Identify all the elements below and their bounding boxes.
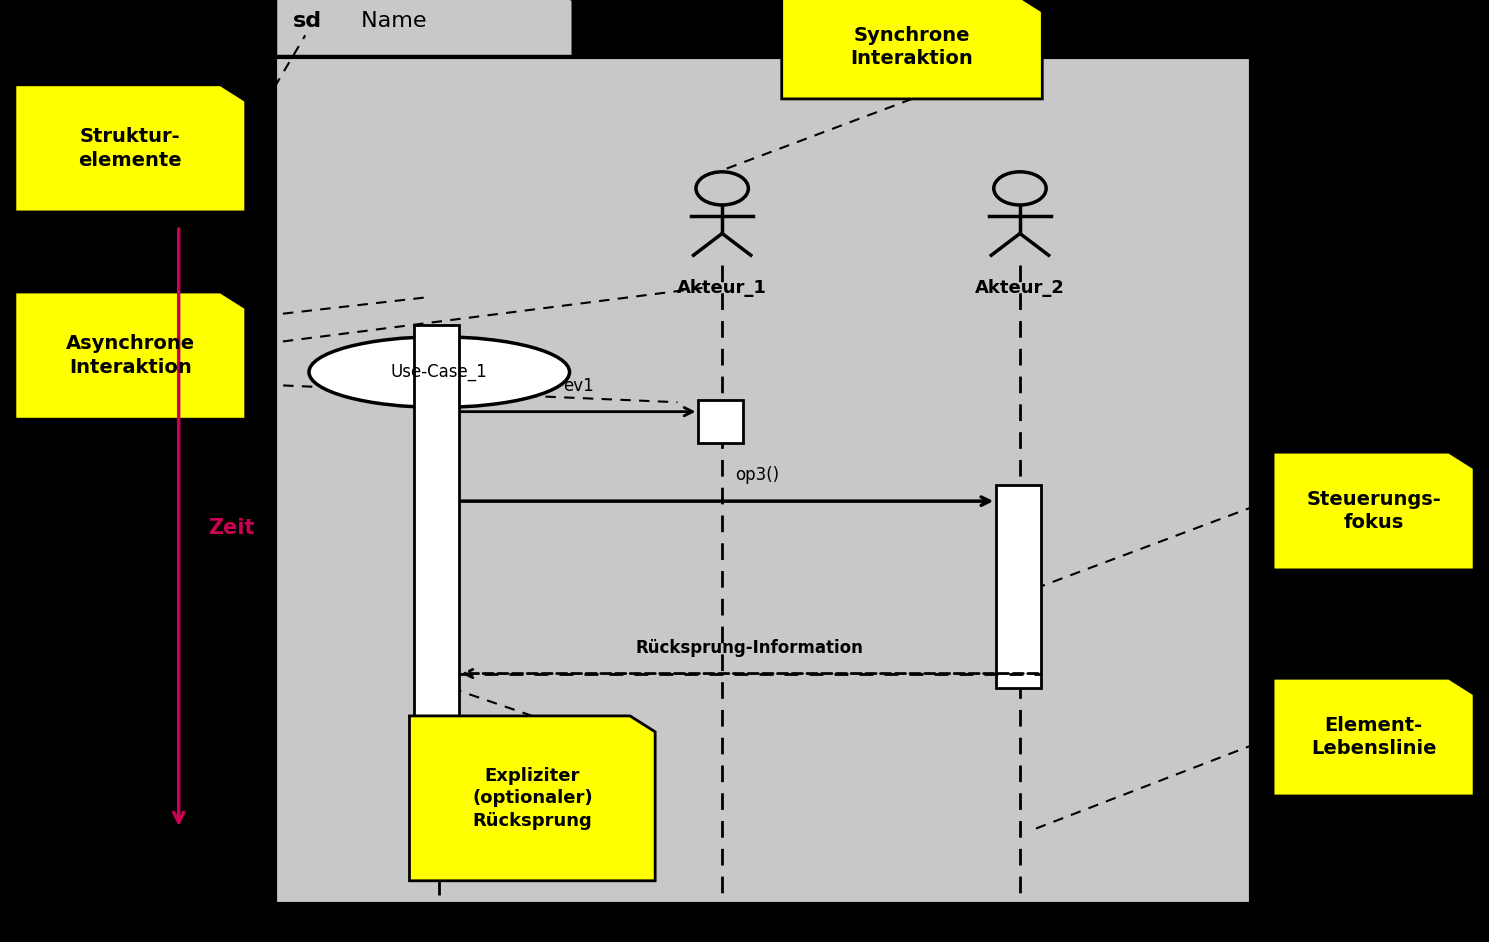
Text: Expliziter
(optionaler)
Rücksprung: Expliziter (optionaler) Rücksprung <box>472 767 593 830</box>
Polygon shape <box>1273 452 1474 570</box>
Text: Synchrone
Interaktion: Synchrone Interaktion <box>850 25 974 69</box>
Text: Use-Case_1: Use-Case_1 <box>392 363 487 382</box>
Bar <box>275 57 1251 904</box>
Text: sd: sd <box>293 11 323 31</box>
Ellipse shape <box>310 337 569 408</box>
Bar <box>996 485 1041 688</box>
Text: Akteur_2: Akteur_2 <box>975 279 1065 297</box>
Polygon shape <box>15 292 246 419</box>
Text: Rücksprung-Information: Rücksprung-Information <box>636 639 864 657</box>
Text: Asynchrone
Interaktion: Asynchrone Interaktion <box>66 334 195 377</box>
Text: Element-
Lebenslinie: Element- Lebenslinie <box>1310 716 1437 758</box>
Bar <box>698 400 743 443</box>
Polygon shape <box>1273 678 1474 796</box>
Polygon shape <box>782 0 1042 99</box>
Text: Name: Name <box>354 11 427 31</box>
Text: Akteur_1: Akteur_1 <box>677 279 767 297</box>
Text: Steuerungs-
fokus: Steuerungs- fokus <box>1306 490 1441 532</box>
Text: Zeit: Zeit <box>208 517 255 538</box>
Bar <box>414 325 459 730</box>
Polygon shape <box>409 716 655 881</box>
Text: ev1: ev1 <box>563 377 594 395</box>
Polygon shape <box>15 85 246 212</box>
Text: op3(): op3() <box>736 466 779 484</box>
Text: Struktur-
elemente: Struktur- elemente <box>79 127 182 170</box>
Polygon shape <box>275 0 573 57</box>
